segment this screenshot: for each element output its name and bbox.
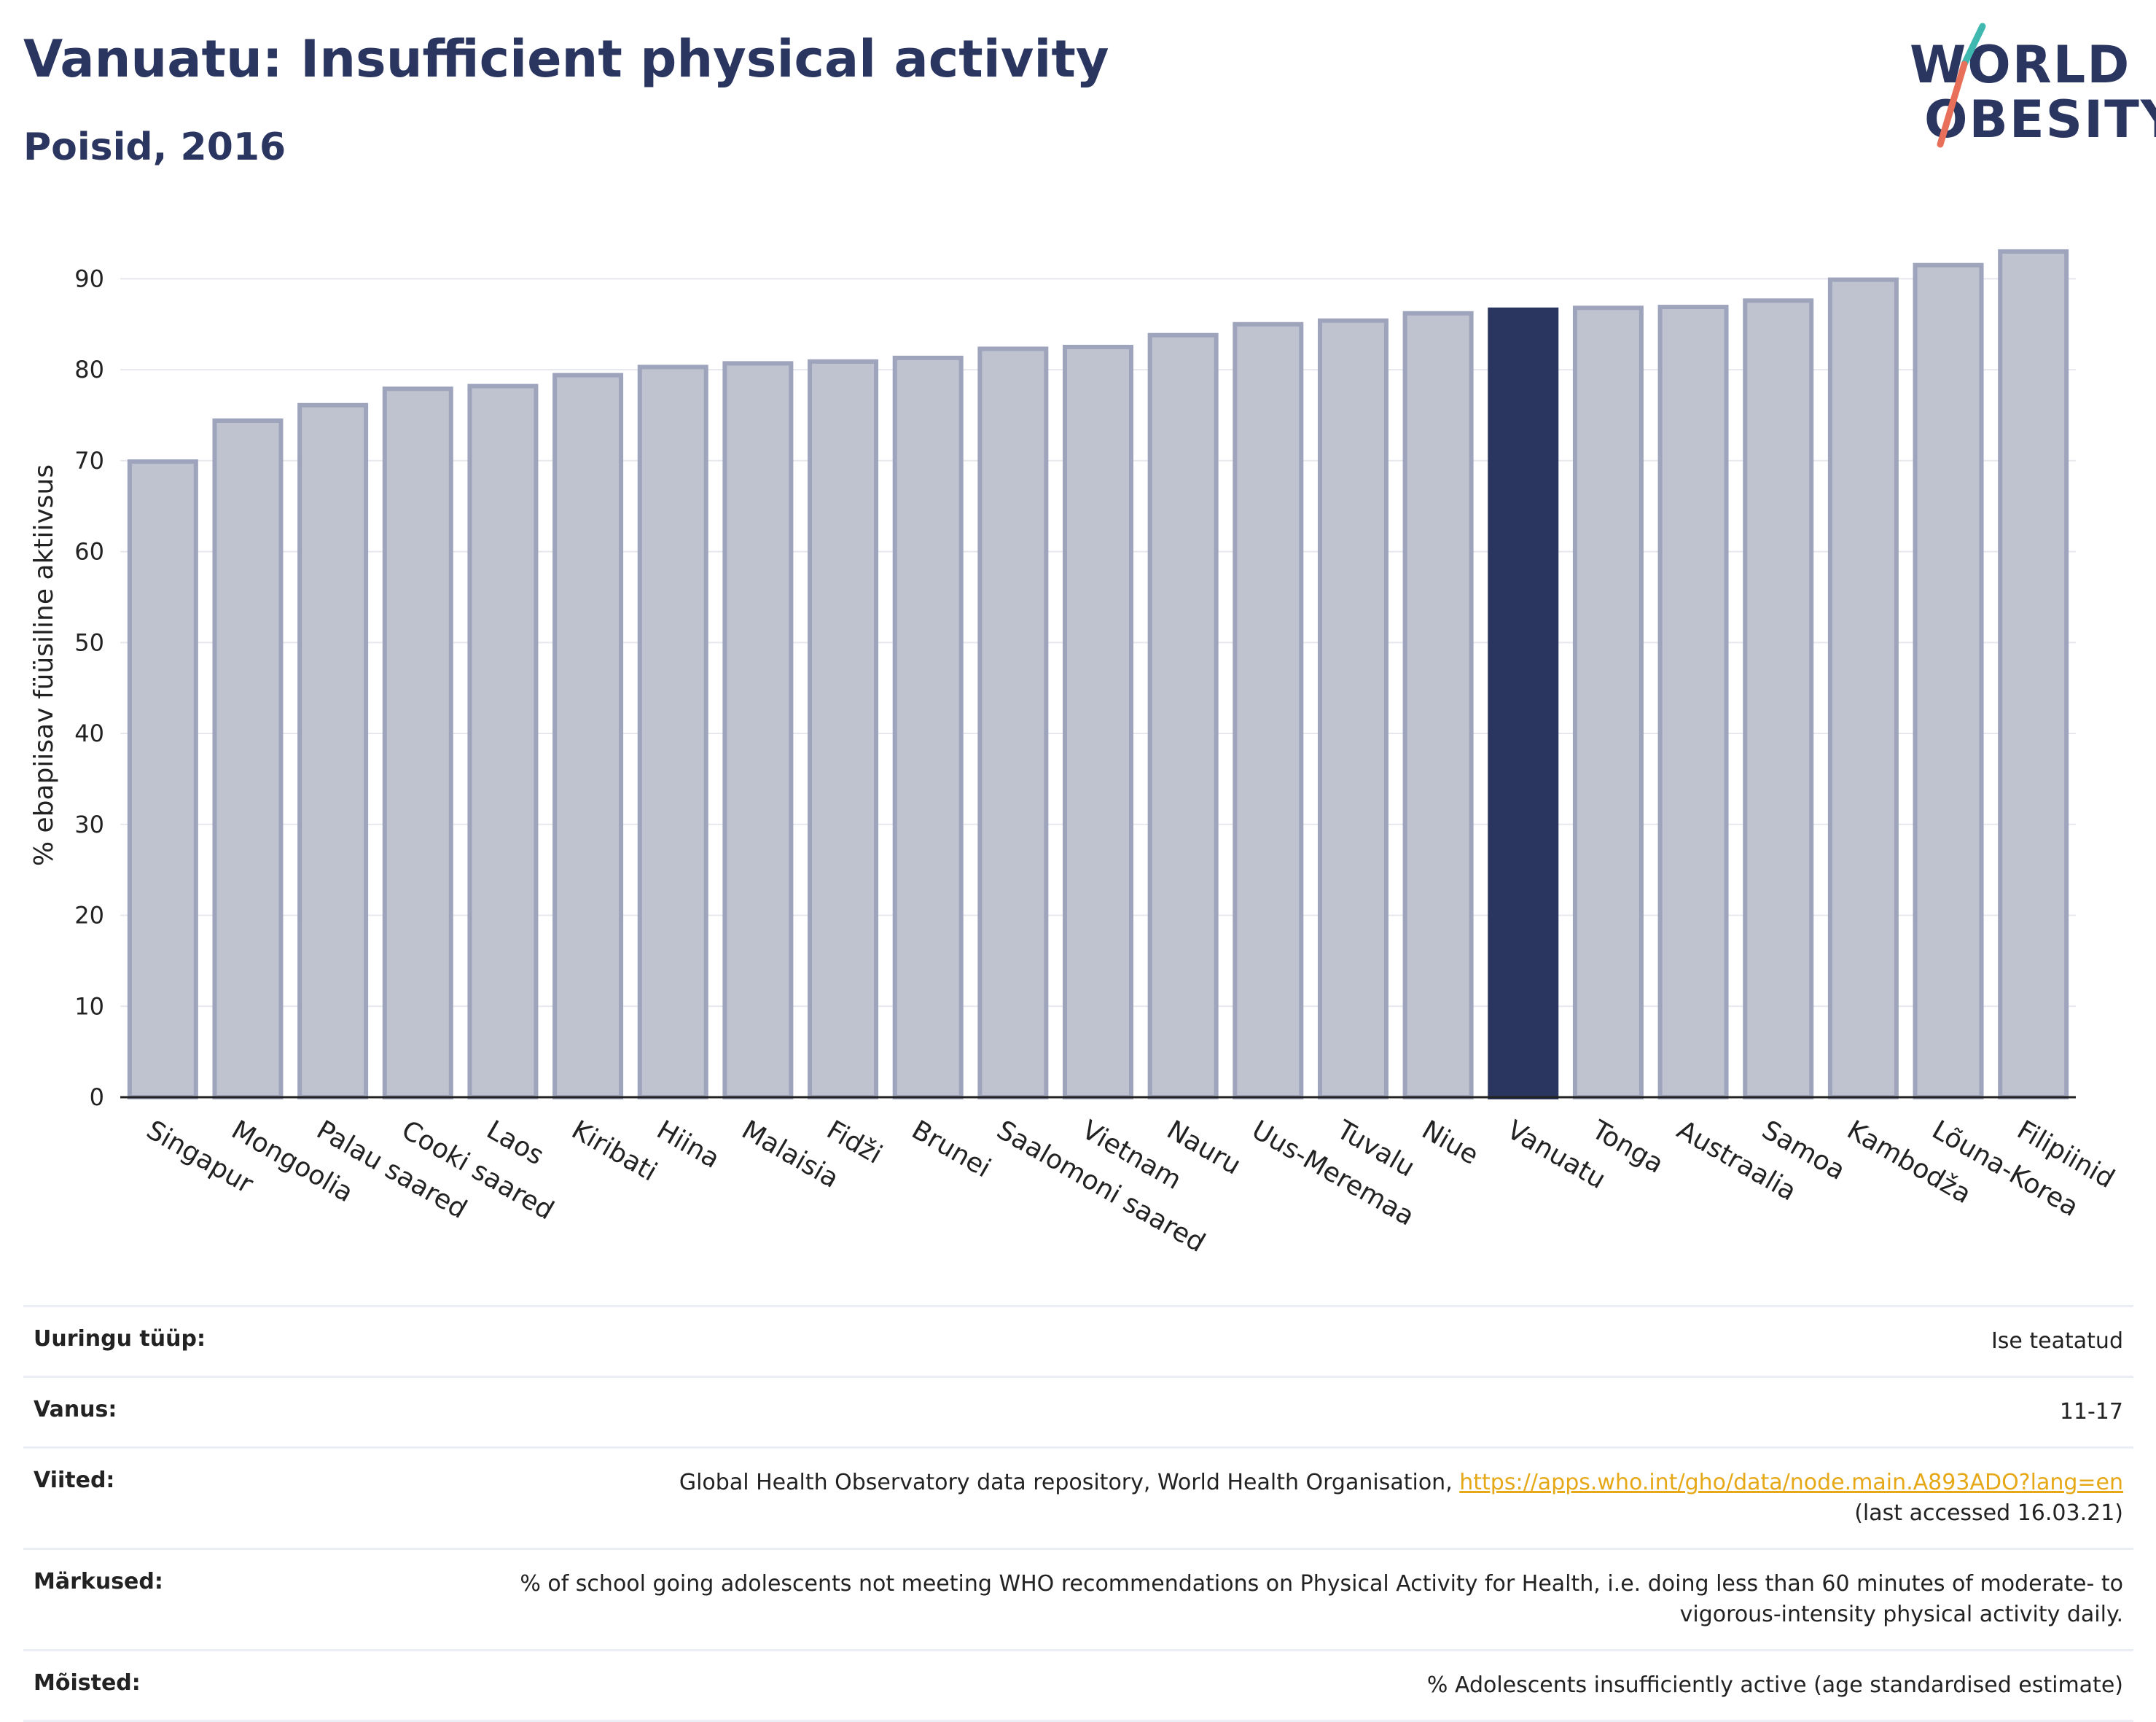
bar-hiina bbox=[637, 365, 708, 1099]
info-value: % Adolescents insufficiently active (age… bbox=[1426, 1672, 2123, 1698]
bar-saalomoni-saared bbox=[977, 346, 1049, 1100]
y-tick-label: 20 bbox=[74, 902, 104, 930]
bar-vanuatu bbox=[1488, 307, 1559, 1100]
info-value: 11-17 bbox=[2059, 1399, 2123, 1425]
logo-line-2: OBESITY bbox=[1924, 90, 2156, 149]
info-row-survey-type: Uuringu tüüp: Ise teatatud bbox=[23, 1305, 2133, 1376]
bar-vietnam bbox=[1063, 344, 1133, 1100]
bar-austraalia bbox=[1657, 305, 1729, 1099]
y-tick-label: 50 bbox=[74, 628, 104, 656]
y-tick-label: 80 bbox=[74, 356, 104, 383]
info-row-notes: Märkused: % of school going adolescents … bbox=[23, 1548, 2133, 1649]
x-tick-label: Kiribati bbox=[566, 1115, 662, 1187]
info-value-references: Global Health Observatory data repositor… bbox=[679, 1468, 2123, 1529]
bar-mongoolia bbox=[212, 418, 284, 1099]
info-row-definitions: Mõisted: % Adolescents insufficiently ac… bbox=[23, 1649, 2133, 1722]
reference-accessed: (last accessed 16.03.21) bbox=[1854, 1500, 2123, 1526]
bar-cooki-saared bbox=[382, 386, 453, 1100]
bar-l-una-korea bbox=[1913, 262, 1984, 1100]
bar-singapur bbox=[127, 459, 198, 1099]
y-tick-label: 10 bbox=[74, 992, 104, 1020]
bar-palau-saared bbox=[297, 402, 369, 1099]
bar-niue bbox=[1402, 311, 1474, 1099]
bar-chart: 0102030405060708090SingapurMongooliaPala… bbox=[29, 249, 2120, 1258]
bar-fid-i bbox=[808, 359, 879, 1099]
bar-samoa bbox=[1743, 298, 1814, 1099]
world-obesity-logo: WORLD OBESITY bbox=[1895, 20, 2156, 152]
info-table: Uuringu tüüp: Ise teatatud Vanus: 11-17 … bbox=[23, 1305, 2133, 1722]
x-tick-label: Niue bbox=[1417, 1115, 1483, 1170]
y-tick-label: 70 bbox=[74, 447, 104, 475]
info-label: Uuringu tüüp: bbox=[34, 1326, 206, 1352]
bars bbox=[127, 249, 2069, 1100]
y-axis-label: % ebapiisav füüsiline aktiivsus bbox=[29, 464, 59, 866]
y-tick-label: 0 bbox=[90, 1083, 104, 1111]
info-label: Viited: bbox=[34, 1468, 115, 1493]
x-tick-label: Malaisia bbox=[737, 1115, 844, 1194]
bar-uus-meremaa bbox=[1233, 322, 1304, 1100]
info-row-age: Vanus: 11-17 bbox=[23, 1376, 2133, 1446]
bar-tuvalu bbox=[1317, 318, 1388, 1100]
bar-kiribati bbox=[552, 373, 624, 1099]
info-row-references: Viited: Global Health Observatory data r… bbox=[23, 1446, 2133, 1548]
bar-kambod-a bbox=[1827, 277, 1899, 1099]
x-tick-label: Hiina bbox=[652, 1115, 724, 1174]
info-label: Vanus: bbox=[34, 1397, 117, 1422]
info-label: Mõisted: bbox=[34, 1670, 141, 1696]
bar-brunei bbox=[892, 355, 964, 1100]
y-tick-label: 40 bbox=[74, 720, 104, 747]
bar-laos bbox=[467, 383, 539, 1099]
y-tick-label: 90 bbox=[74, 265, 104, 292]
y-tick-label: 60 bbox=[74, 538, 104, 566]
reference-link[interactable]: https://apps.who.int/gho/data/node.main.… bbox=[1459, 1470, 2123, 1495]
info-value: Ise teatatud bbox=[1991, 1328, 2123, 1354]
logo-line-1: WORLD bbox=[1910, 35, 2131, 95]
reference-text: Global Health Observatory data repositor… bbox=[679, 1470, 1460, 1495]
info-value: % of school going adolescents not meetin… bbox=[520, 1571, 2123, 1627]
bar-tonga bbox=[1572, 305, 1644, 1100]
bar-filipiinid bbox=[1998, 249, 2069, 1099]
chart-subtitle: Poisid, 2016 bbox=[23, 125, 286, 169]
logo-slash-icon bbox=[1937, 23, 1986, 148]
x-tick-label: Brunei bbox=[907, 1115, 996, 1183]
info-label: Märkused: bbox=[34, 1569, 163, 1594]
y-tick-label: 30 bbox=[74, 811, 104, 838]
bar-nauru bbox=[1147, 332, 1219, 1099]
chart-title: Vanuatu: Insufficient physical activity bbox=[23, 29, 1109, 89]
bar-malaisia bbox=[722, 361, 794, 1100]
